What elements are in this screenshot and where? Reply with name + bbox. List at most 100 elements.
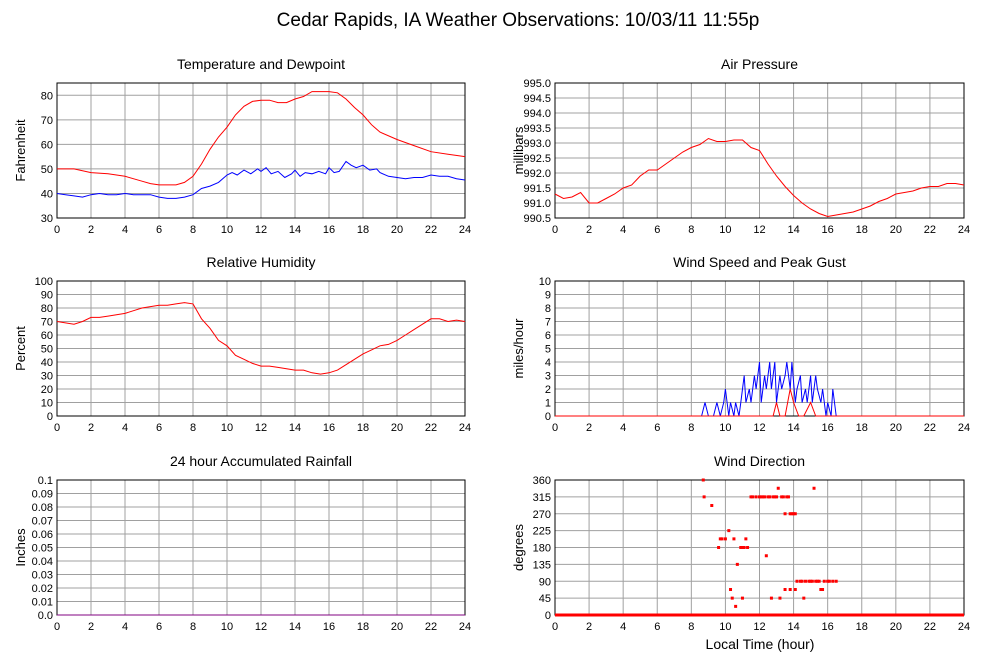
scatter-point [821,588,825,591]
scatter-point [786,495,790,499]
x-tick-label: 6 [156,224,162,236]
x-tick-label: 4 [122,422,128,434]
y-tick-label: 40 [41,188,53,200]
scatter-point [754,495,758,499]
scatter-point [807,579,811,583]
x-tick-label: 12 [753,224,765,236]
y-tick-label: 180 [533,543,551,555]
x-tick-label: 4 [122,621,128,633]
chart-title: Relative Humidity [207,254,316,270]
scatter-point [783,512,787,516]
x-tick-label: 2 [88,422,94,434]
scatter-point [771,495,775,499]
x-tick-label: 18 [357,224,369,236]
scatter-point [763,495,767,499]
x-tick-label: 4 [620,422,626,434]
x-tick-label: 20 [890,224,902,236]
y-tick-label: 0.07 [32,516,53,528]
y-tick-label: 3 [545,371,551,383]
scatter-point [768,495,772,499]
scatter-point [809,579,813,583]
y-axis-label: miles/hour [511,318,526,379]
x-tick-label: 18 [856,422,868,434]
x-tick-label: 12 [255,621,267,633]
scatter-point [761,495,765,499]
x-tick-label: 14 [289,224,301,236]
x-tick-label: 6 [156,621,162,633]
scatter-point [729,588,733,591]
x-tick-label: 22 [924,422,936,434]
scatter-point [710,504,714,507]
x-tick-label: 0 [552,224,558,236]
scatter-point [812,486,816,490]
y-tick-label: 0.08 [32,502,53,514]
scatter-point [788,588,792,591]
y-tick-label: 360 [533,475,551,487]
x-tick-label: 14 [787,422,799,434]
y-tick-label: 50 [41,164,53,176]
y-tick-label: 0 [545,610,551,622]
x-tick-label: 14 [787,621,799,633]
x-tick-label: 2 [88,224,94,236]
chart-title: Wind Speed and Peak Gust [673,254,846,270]
x-tick-label: 14 [787,224,799,236]
x-tick-label: 12 [753,422,765,434]
y-tick-label: 80 [41,90,53,102]
x-axis-label-local-time: Local Time (hour) [706,636,815,652]
scatter-point [751,495,755,499]
y-tick-label: 20 [41,384,53,396]
scatter-point [720,537,724,541]
scatter-point [793,512,797,516]
x-tick-label: 14 [289,621,301,633]
x-tick-label: 8 [688,224,694,236]
scatter-point [701,478,705,482]
y-tick-label: 135 [533,559,551,571]
x-tick-label: 8 [190,422,196,434]
y-tick-label: 10 [41,398,53,410]
x-tick-label: 0 [54,224,60,236]
x-tick-label: 22 [425,224,437,236]
y-tick-label: 7 [545,317,551,329]
y-tick-label: 5 [545,344,551,356]
y-tick-label: 30 [41,213,53,225]
scatter-point [831,579,835,583]
chart-winddir: 0 2 4 6 8 10 12 14 16 18 20 22 240459013518022527031… [511,453,970,633]
y-tick-label: 993.0 [523,138,551,150]
scatter-point [764,554,768,558]
x-tick-label: 10 [719,621,731,633]
scatter-point [785,495,789,499]
y-tick-label: 0.0 [38,610,53,622]
scatter-point [814,579,818,583]
scatter-point [742,546,746,549]
y-tick-label: 0.1 [38,475,53,487]
x-tick-label: 6 [654,621,660,633]
chart-pressure: 0 2 4 6 8 10 12 14 16 18 20 22 24990.5991.0991.5992.… [511,56,970,236]
y-tick-label: 40 [41,357,53,369]
x-tick-label: 2 [586,422,592,434]
scatter-point [730,596,734,600]
y-tick-label: 90 [41,290,53,302]
x-tick-label: 4 [122,224,128,236]
y-tick-label: 70 [41,317,53,329]
y-tick-label: 0.06 [32,529,53,541]
y-tick-label: 45 [539,593,551,605]
scatter-point [749,495,753,499]
scatter-point [723,537,727,541]
scatter-point [759,495,763,499]
x-tick-label: 22 [425,422,437,434]
scatter-point [739,546,743,549]
x-tick-label: 8 [688,422,694,434]
x-tick-label: 0 [552,621,558,633]
scatter-point [804,579,808,583]
scatter-point [740,596,744,600]
x-tick-label: 16 [323,224,335,236]
scatter-point [826,579,830,583]
y-tick-label: 0.09 [32,489,53,501]
x-tick-label: 18 [856,621,868,633]
y-tick-label: 2 [545,384,551,396]
series-line-0 [555,361,964,417]
x-tick-label: 16 [822,621,834,633]
x-tick-label: 0 [552,422,558,434]
scatter-point [766,495,770,499]
x-tick-label: 12 [255,422,267,434]
